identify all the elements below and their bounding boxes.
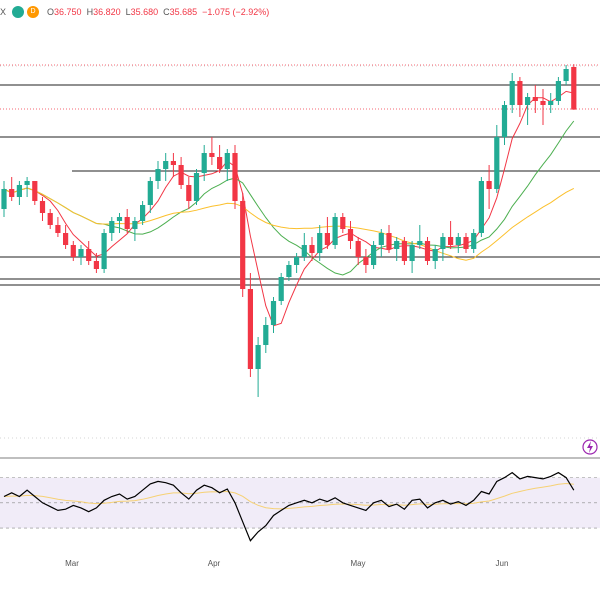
candle-body	[193, 173, 200, 201]
lightning-icon[interactable]	[582, 439, 598, 455]
candle-body	[494, 137, 500, 189]
candle-body	[371, 245, 377, 265]
candle-body	[16, 185, 22, 197]
candle-body	[555, 81, 561, 101]
candle-body	[124, 217, 130, 229]
moving-average-line	[3, 187, 575, 261]
status-dot-icon	[12, 6, 25, 18]
candle-body	[278, 277, 284, 301]
candle-body	[140, 205, 146, 221]
candle-body	[409, 245, 415, 261]
candle-body	[39, 201, 46, 213]
candle-body	[394, 241, 400, 249]
candle-body	[478, 181, 484, 233]
candle-body	[55, 225, 61, 233]
candle-body	[201, 153, 207, 173]
candle-body	[301, 245, 307, 257]
candle-body	[417, 241, 423, 245]
candle-body	[224, 153, 230, 169]
candle-body	[571, 67, 577, 110]
candle-body	[116, 217, 123, 221]
candle-body	[347, 229, 354, 241]
candle-body	[147, 181, 153, 205]
rsi-pane[interactable]	[0, 471, 600, 542]
candle-body	[78, 249, 84, 257]
time-axis: Mar Apr May Jun	[65, 559, 508, 568]
candle-body	[563, 69, 569, 81]
candle-body	[132, 221, 138, 229]
candle-body	[247, 289, 253, 369]
candle-body	[540, 101, 546, 105]
ohlc-legend: X D O36.750 H36.820 L35.680 C35.685 −1.0…	[0, 4, 269, 20]
candle-body	[209, 153, 215, 157]
low-value: L35.680	[125, 7, 159, 17]
candle-body	[309, 245, 315, 253]
open-value: O36.750	[47, 7, 82, 17]
candle-body	[47, 213, 53, 225]
rsi-line	[3, 471, 575, 542]
candle-body	[32, 181, 38, 201]
rsi-signal-line	[3, 482, 574, 510]
change-value: −1.075 (−2.92%)	[202, 7, 270, 17]
high-value: H36.820	[86, 7, 121, 17]
candle-body	[294, 257, 300, 265]
candle-body	[240, 201, 246, 289]
time-axis-label: May	[350, 559, 365, 568]
candle-body	[424, 241, 431, 261]
candle-body	[363, 257, 369, 265]
candle-body	[317, 233, 323, 253]
candle-body	[270, 301, 277, 325]
moving-average-line	[3, 90, 574, 327]
close-value: C35.685	[163, 7, 198, 17]
candle-body	[324, 233, 330, 245]
candle-body	[109, 221, 115, 233]
candle-body	[386, 233, 392, 249]
candle-body	[9, 189, 15, 197]
candle-body	[455, 237, 461, 245]
candle-body	[93, 261, 99, 269]
candle-body	[548, 101, 554, 105]
candle-body	[1, 189, 7, 209]
candle-body	[170, 161, 176, 165]
candle-body	[517, 81, 523, 105]
candle-body	[70, 245, 76, 257]
candle-body	[448, 237, 454, 245]
candle-body	[340, 217, 346, 229]
candle-body	[525, 97, 531, 105]
candle-body	[286, 265, 292, 277]
candle-body	[86, 249, 92, 261]
candle-body	[263, 325, 269, 345]
candle-body	[486, 181, 492, 189]
candle-body	[155, 169, 161, 181]
candle-body	[440, 237, 446, 249]
candle-body	[232, 153, 238, 201]
candle-body	[432, 249, 438, 261]
candle-body	[63, 233, 69, 245]
candle-body	[101, 233, 107, 269]
candle-body	[532, 97, 538, 101]
time-axis-label: Apr	[208, 559, 221, 568]
candle-body	[378, 233, 384, 245]
symbol-label[interactable]: X	[0, 7, 7, 17]
candle-body	[501, 105, 508, 137]
price-pane[interactable]	[0, 64, 600, 459]
time-axis-label: Mar	[65, 559, 79, 568]
candle-body	[217, 157, 223, 169]
candle-body	[255, 345, 261, 369]
candle-body	[471, 233, 477, 249]
candle-body	[163, 161, 169, 169]
candle-body	[509, 81, 515, 105]
candle-body	[463, 237, 469, 249]
candle-body	[24, 181, 30, 185]
candle-body	[186, 185, 192, 201]
candle-body	[332, 217, 338, 245]
candle-body	[355, 241, 361, 257]
candle-body	[178, 165, 184, 185]
time-axis-label: Jun	[496, 559, 509, 568]
interval-badge[interactable]: D	[27, 6, 40, 18]
candle-body	[401, 241, 407, 261]
